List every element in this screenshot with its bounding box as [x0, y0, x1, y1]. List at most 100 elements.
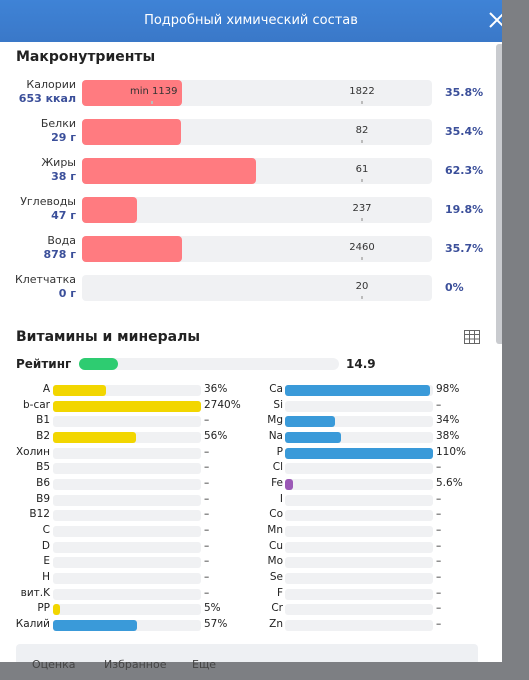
bar-track: [285, 526, 433, 538]
percent: 35.4%: [445, 125, 484, 138]
percent: –: [204, 571, 210, 584]
norm-marker: [361, 140, 363, 143]
bar-track: [53, 588, 201, 600]
nutrient-name: Mn: [267, 524, 283, 537]
bar: [82, 158, 257, 184]
nutrient-name: Fe: [271, 477, 283, 490]
bar-track: [82, 275, 432, 301]
nutrient-name: H: [42, 571, 50, 584]
norm-value: 1822: [349, 86, 375, 97]
bar: [82, 80, 183, 106]
bar-track: [285, 400, 433, 412]
percent: –: [204, 539, 210, 552]
bar: [285, 432, 342, 443]
bar: [285, 416, 336, 428]
rating-track: [79, 358, 339, 370]
nutrient-name: PP: [37, 602, 50, 615]
min-value: min 1139: [130, 86, 178, 97]
section-title: Макронутриенты: [16, 49, 156, 65]
nutrient-name: вит.K: [20, 586, 50, 599]
bar-track: [285, 557, 433, 569]
nutrient-amount: 29 г: [51, 131, 76, 144]
percent: –: [436, 618, 442, 631]
nutrient-name: Жиры: [41, 156, 76, 169]
bar-track: [53, 385, 201, 396]
bar-track: [53, 604, 201, 616]
percent: –: [436, 508, 442, 521]
percent: 5.6%: [436, 477, 463, 490]
percent: 0%: [445, 281, 464, 294]
footer-button[interactable]: Избранное: [104, 658, 167, 671]
percent: –: [436, 398, 442, 411]
bar-track: [53, 510, 201, 522]
percent: –: [204, 492, 210, 505]
scrollbar[interactable]: [496, 44, 502, 344]
percent: –: [436, 555, 442, 568]
bar: [285, 447, 433, 459]
nutrient-name: Cl: [272, 461, 283, 474]
percent: 19.8%: [445, 203, 484, 216]
bar: [53, 400, 201, 412]
norm-value: 237: [352, 203, 372, 214]
percent: –: [436, 492, 442, 505]
nutrient-name: B9: [36, 492, 50, 505]
percent: 57%: [204, 618, 228, 631]
nutrient-name: Углеводы: [20, 195, 76, 208]
percent: –: [436, 586, 442, 599]
bar-track: [285, 479, 433, 491]
percent: –: [436, 524, 442, 537]
nutrient-amount: 0 г: [58, 287, 76, 300]
bar: [53, 620, 138, 632]
percent: 35.7%: [445, 242, 484, 255]
percent: –: [436, 539, 442, 552]
percent: 34%: [436, 414, 460, 427]
norm-value: 82: [355, 125, 369, 136]
bar-track: [285, 432, 433, 443]
footer-panel: [16, 644, 478, 662]
nutrient-amount: 653 ккал: [18, 92, 76, 105]
bar-track: [53, 541, 201, 553]
percent: –: [436, 461, 442, 474]
nutrient-name: Клетчатка: [14, 273, 76, 286]
norm-marker: [361, 296, 363, 299]
bar: [53, 604, 61, 616]
percent: –: [204, 524, 210, 537]
nutrient-name: Холин: [15, 445, 50, 458]
footer-button[interactable]: Оценка: [32, 658, 76, 671]
modal-header: Подробный химический состав: [0, 0, 502, 42]
close-button[interactable]: [487, 10, 502, 30]
nutrient-name: Mg: [267, 414, 283, 427]
nutrient-name: B2: [36, 430, 50, 442]
bar-track: [285, 416, 433, 428]
percent: 62.3%: [445, 164, 484, 177]
bar: [285, 479, 294, 491]
bar-track: [53, 416, 201, 428]
percent: –: [204, 445, 210, 458]
percent: 5%: [204, 602, 221, 615]
percent: 35.8%: [445, 86, 484, 99]
percent: 36%: [204, 383, 228, 395]
bar-track: [285, 604, 433, 616]
bar-track: [53, 573, 201, 585]
bar: [82, 197, 138, 223]
nutrient-name: Cr: [271, 602, 283, 615]
rating-bar: [79, 358, 118, 370]
norm-value: 61: [355, 164, 369, 175]
bar-track: [53, 526, 201, 538]
nutrient-name: Cu: [269, 539, 283, 552]
norm-value: 20: [355, 281, 369, 292]
bar-track: [285, 620, 433, 632]
nutrient-name: Co: [269, 508, 283, 521]
percent: –: [204, 461, 210, 474]
section-title: Витамины и минералы: [16, 329, 200, 345]
percent: –: [204, 555, 210, 568]
nutrient-name: Mo: [267, 555, 283, 568]
percent: 38%: [436, 430, 460, 442]
nutrient-name: Ca: [269, 383, 283, 395]
nutrient-name: P: [276, 445, 283, 458]
bar: [285, 385, 431, 396]
footer-button[interactable]: Еще: [192, 658, 217, 671]
nutrient-name: B5: [36, 461, 50, 474]
nutrient-name: Na: [268, 430, 283, 442]
table-icon[interactable]: [464, 330, 480, 344]
